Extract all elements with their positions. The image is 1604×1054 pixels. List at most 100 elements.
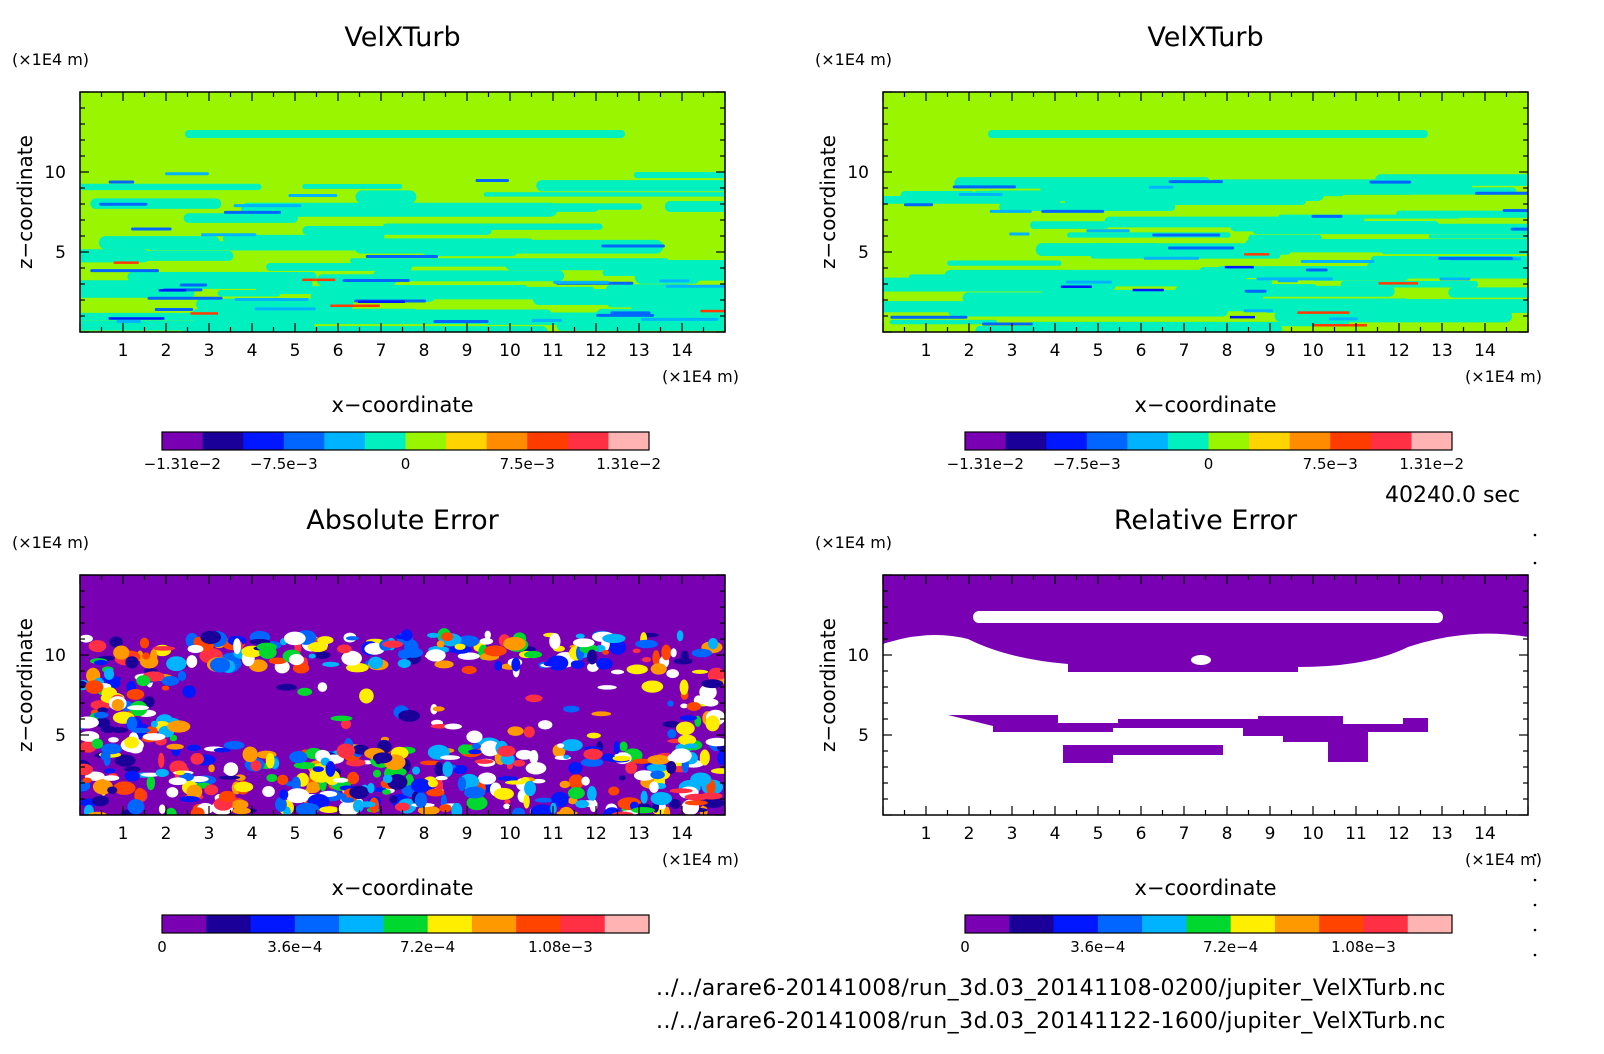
field-blob xyxy=(504,780,526,785)
panel-3: Absolute Error(×1E4 m)1 2 3 4 5 6 7 8 9 10 11 12 13 1… xyxy=(12,505,739,956)
field-layer xyxy=(80,92,725,332)
field-streak xyxy=(553,280,610,284)
y-unit-label: (×1E4 m) xyxy=(815,533,892,552)
field-blob xyxy=(314,651,331,659)
colorbar-swatch xyxy=(965,432,1007,450)
x-tick-label: 13 xyxy=(1431,824,1453,844)
field-blob xyxy=(650,663,667,675)
field-streak xyxy=(90,198,222,209)
field-blob xyxy=(165,807,177,815)
field-blob xyxy=(702,698,719,707)
field-blob xyxy=(543,660,566,667)
panel-4: Relative Error(×1E4 m)1 2 3 4 5 6 7 8 9 10 11 12 13 1… xyxy=(815,505,1542,956)
time-label: 40240.0 sec xyxy=(1385,483,1521,508)
field-blob xyxy=(204,784,219,796)
field-blob xyxy=(186,784,203,800)
field-blob xyxy=(705,737,725,747)
field-blob xyxy=(127,705,149,711)
field-blob xyxy=(610,669,625,675)
field-streak xyxy=(665,284,725,288)
colorbar-swatch xyxy=(1009,915,1055,933)
panel-title: VelXTurb xyxy=(1147,22,1263,53)
colorbar-swatch xyxy=(1046,432,1088,450)
field-blob xyxy=(635,639,658,649)
field-blob xyxy=(595,644,606,653)
x-tick-label: 12 xyxy=(585,341,607,361)
field-streak xyxy=(1030,221,1110,229)
field-streak xyxy=(165,172,209,176)
colorbar-swatch xyxy=(324,432,366,450)
field-blob xyxy=(537,720,553,730)
field-streak xyxy=(1378,282,1419,285)
field-blob xyxy=(359,688,374,704)
field-blob xyxy=(425,649,446,662)
field-blob xyxy=(317,682,328,692)
field-blob xyxy=(454,643,466,650)
field-blob xyxy=(690,772,712,787)
colorbar-swatch xyxy=(427,915,473,933)
field-blob xyxy=(613,741,620,755)
field-blob xyxy=(125,656,139,669)
x-tick-label: 13 xyxy=(628,824,650,844)
panel-1: VelXTurb(×1E4 m)1 2 3 4 5 6 7 8 9 10 11 12 13 14510(×… xyxy=(12,22,739,473)
field-blob xyxy=(231,799,249,810)
field-blob xyxy=(436,640,445,648)
field-blob xyxy=(288,654,304,666)
field-blob xyxy=(289,751,308,764)
x-tick-label: 3 xyxy=(204,824,215,844)
field-streak xyxy=(118,250,234,261)
field-blob xyxy=(175,770,185,776)
field-blob xyxy=(158,752,165,768)
field-blob xyxy=(91,738,104,749)
field-region xyxy=(1063,745,1223,763)
field-blob xyxy=(395,634,411,640)
field-streak xyxy=(400,309,552,320)
field-blob xyxy=(609,640,627,655)
field-blob xyxy=(145,726,158,736)
y-tick-label: 10 xyxy=(847,163,869,183)
field-blob xyxy=(676,630,684,642)
field-blob xyxy=(186,655,198,668)
colorbar-swatch xyxy=(527,432,569,450)
x-tick-label: 11 xyxy=(1345,824,1367,844)
x-tick-label: 14 xyxy=(1474,341,1496,361)
x-tick-label: 10 xyxy=(499,341,521,361)
field-streak xyxy=(1090,252,1281,259)
colorbar-swatch xyxy=(162,915,207,933)
field-blob xyxy=(479,638,494,645)
x-tick-label: 3 xyxy=(204,341,215,361)
field-blob xyxy=(575,633,585,639)
colorbar-swatch xyxy=(608,432,650,450)
field-blob xyxy=(705,715,720,732)
x-axis-label: x−coordinate xyxy=(331,393,473,417)
field-blob xyxy=(208,764,215,773)
footer-file-1: ../../arare6-20141008/run_3d.03_20141108… xyxy=(656,976,1447,1001)
field-streak xyxy=(633,172,725,179)
field-blob xyxy=(701,679,724,689)
x-tick-label: 12 xyxy=(1388,341,1410,361)
field-blob xyxy=(126,716,138,731)
field-blob xyxy=(663,806,671,815)
field-blob xyxy=(497,745,516,757)
x-tick-label: 14 xyxy=(1474,824,1496,844)
colorbar-frame xyxy=(964,914,1453,934)
field-blob xyxy=(223,762,239,777)
field-blob xyxy=(166,787,179,798)
field-blob xyxy=(461,665,477,675)
field-blob xyxy=(666,669,679,679)
field-streak xyxy=(127,272,317,282)
field-blob xyxy=(189,776,209,783)
field-streak xyxy=(958,192,1003,196)
x-tick-label: 9 xyxy=(1265,824,1276,844)
field-blob xyxy=(669,799,681,809)
field-streak xyxy=(1248,234,1322,242)
x-tick-label: 7 xyxy=(1179,824,1190,844)
field-blob xyxy=(570,659,585,669)
field-blob xyxy=(649,781,659,793)
field-streak xyxy=(98,236,220,250)
field-blob xyxy=(442,761,453,777)
field-blob xyxy=(474,759,494,764)
colorbar-swatch xyxy=(339,915,384,933)
field-blob xyxy=(293,762,316,770)
field-streak xyxy=(1060,285,1092,288)
